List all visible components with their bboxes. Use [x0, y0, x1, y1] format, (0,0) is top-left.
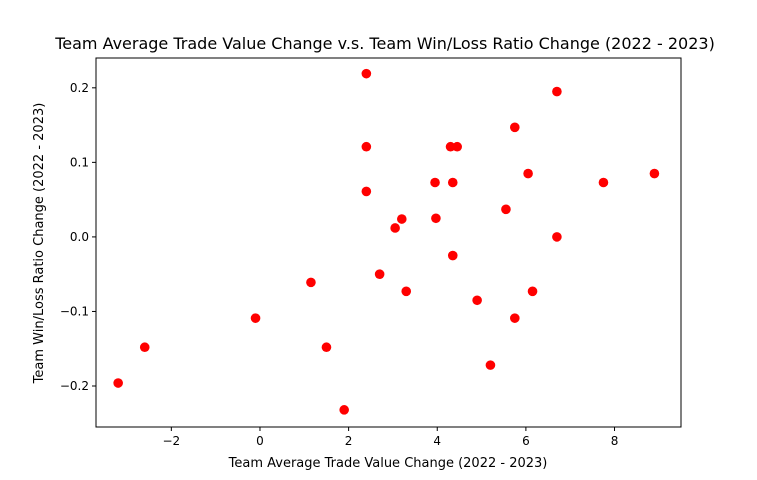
x-tick-label: 6 — [522, 434, 530, 448]
data-point — [523, 168, 533, 179]
data-point — [445, 141, 456, 152]
y-axis-ticks: −0.2 −0.1 0.0 0.1 0.2 — [60, 81, 96, 393]
data-point — [431, 213, 441, 224]
data-point — [552, 232, 562, 242]
data-point — [649, 168, 660, 179]
x-axis-label: Team Average Trade Value Change (2022 - … — [228, 456, 548, 471]
data-point — [598, 177, 609, 188]
data-point — [510, 122, 520, 133]
data-point — [139, 342, 150, 353]
y-tick-label: 0.1 — [70, 155, 89, 169]
data-point — [430, 177, 440, 188]
data-point — [501, 204, 511, 215]
x-tick-label: 4 — [433, 434, 441, 448]
x-tick-label: 2 — [345, 434, 353, 448]
x-tick-label: 8 — [611, 434, 619, 448]
data-point — [510, 313, 520, 323]
data-point — [452, 141, 462, 152]
data-point — [361, 141, 372, 152]
plot-frame — [95, 57, 682, 428]
x-axis-ticks: −2 0 2 4 6 8 — [162, 427, 618, 448]
data-point — [396, 214, 407, 224]
data-point — [390, 223, 400, 233]
data-point — [447, 177, 458, 188]
data-point — [321, 342, 332, 353]
data-point — [401, 286, 412, 297]
y-tick-label: 0.2 — [70, 81, 89, 95]
data-point — [113, 378, 123, 388]
data-point — [361, 68, 372, 79]
data-point — [339, 405, 349, 415]
data-point — [361, 186, 372, 197]
data-point — [485, 360, 496, 370]
plot-area: −2 0 2 4 6 8 −0.2 −0.1 0.0 0.1 0.2 — [60, 57, 682, 448]
data-point — [472, 295, 482, 306]
data-point — [447, 250, 458, 261]
chart-title: Team Average Trade Value Change v.s. Tea… — [54, 34, 715, 53]
y-axis-label: Team Win/Loss Ratio Change (2022 - 2023) — [32, 103, 47, 385]
data-point — [374, 269, 385, 279]
y-tick-label: −0.2 — [60, 379, 89, 393]
data-point — [527, 286, 538, 297]
data-point — [552, 86, 562, 97]
y-tick-label: −0.1 — [60, 304, 89, 318]
data-point — [250, 313, 261, 323]
y-tick-label: 0.0 — [70, 230, 89, 244]
data-point — [306, 277, 316, 288]
data-points — [113, 68, 660, 415]
x-tick-label: −2 — [162, 434, 180, 448]
x-tick-label: 0 — [256, 434, 264, 448]
